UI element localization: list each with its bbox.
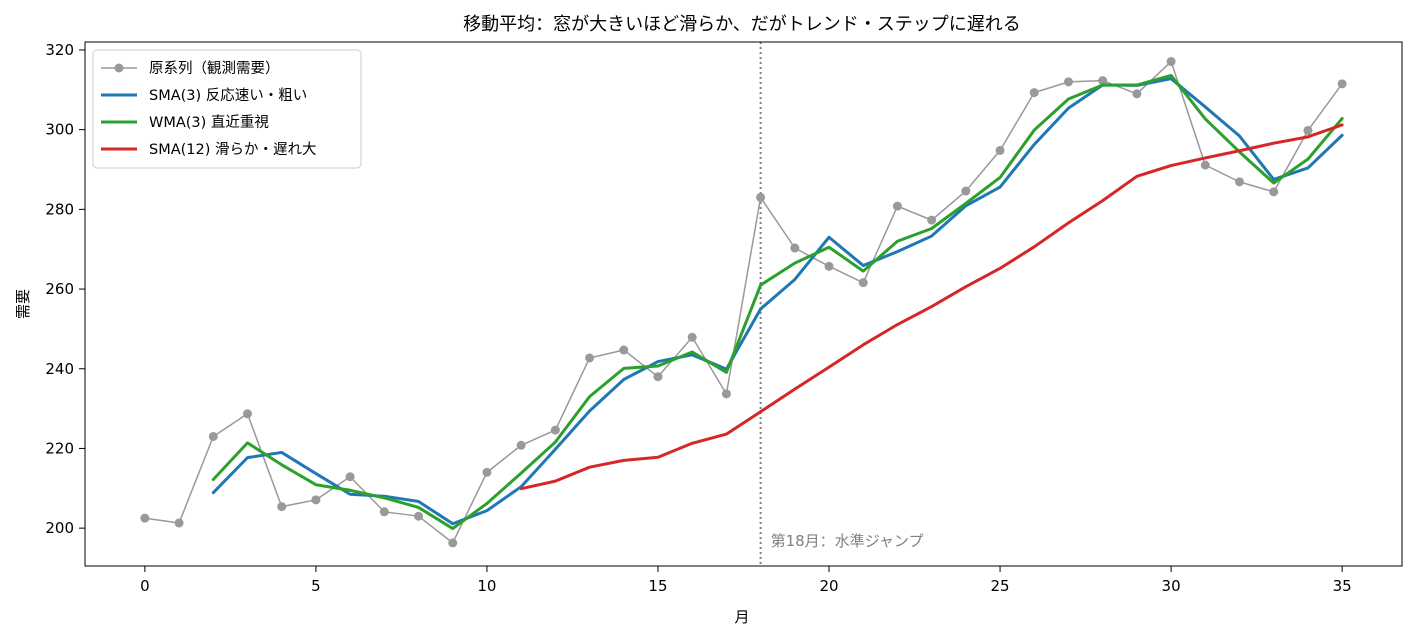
raw-data-point <box>1166 57 1176 67</box>
y-tick-label: 260 <box>45 280 74 298</box>
legend: 原系列（観測需要） SMA(3) 反応速い・粗い WMA(3) 直近重視 SMA(12… <box>92 49 362 169</box>
x-tick-label: 0 <box>140 577 150 595</box>
series-line-2 <box>211 73 1344 531</box>
y-axis-label: 需要 <box>14 289 32 319</box>
raw-data-point <box>585 353 595 363</box>
raw-data-point <box>721 389 731 399</box>
level-jump-annotation: 第18月：水準ジャンプ <box>771 532 924 550</box>
raw-data-point <box>1337 79 1347 89</box>
plot-frame <box>84 41 1403 567</box>
raw-data-point <box>1269 187 1279 197</box>
raw-data-point <box>379 507 389 517</box>
raw-data-point <box>892 201 902 211</box>
raw-data-point <box>1063 77 1073 87</box>
raw-data-point <box>961 186 971 196</box>
raw-data-point <box>414 511 424 521</box>
raw-data-point <box>858 278 868 288</box>
raw-data-point <box>995 145 1005 155</box>
raw-data-point <box>482 467 492 477</box>
series-line-1 <box>211 77 1344 526</box>
series-line-3 <box>519 123 1344 491</box>
raw-data-point <box>448 538 458 548</box>
x-tick-label: 15 <box>648 577 667 595</box>
legend-box <box>92 49 362 169</box>
x-axis: 0 5 10 15 20 25 30 35 <box>140 566 1352 595</box>
raw-data-point <box>208 431 218 441</box>
legend-label: 原系列（観測需要） <box>149 60 280 77</box>
raw-data-point <box>1132 89 1142 99</box>
x-tick-label: 10 <box>477 577 496 595</box>
raw-data-point <box>790 243 800 253</box>
y-tick-label: 220 <box>45 439 74 457</box>
raw-data-point <box>277 502 287 512</box>
y-tick-label: 200 <box>45 519 74 537</box>
x-tick-label: 30 <box>1162 577 1181 595</box>
raw-data-point <box>756 192 766 202</box>
x-tick-label: 20 <box>819 577 838 595</box>
raw-data-point <box>311 495 321 505</box>
raw-data-point <box>1303 125 1313 135</box>
y-tick-label: 320 <box>45 41 74 59</box>
legend-label: WMA(3) 直近重視 <box>149 114 269 131</box>
y-tick-label: 300 <box>45 121 74 139</box>
chart-title: 移動平均：窓が大きいほど滑らか、だがトレンド・ステップに遅れる <box>463 14 1021 35</box>
raw-data-point <box>1235 177 1245 187</box>
raw-data-point <box>653 372 663 382</box>
legend-label: SMA(12) 滑らか・遅れ大 <box>149 141 317 158</box>
y-tick-label: 280 <box>45 200 74 218</box>
raw-data-point <box>550 425 560 435</box>
y-axis: 200 220 240 260 280 300 320 <box>45 41 85 537</box>
raw-data-point <box>1098 76 1108 86</box>
x-tick-label: 5 <box>311 577 321 595</box>
raw-data-point <box>824 261 834 271</box>
x-axis-label: 月 <box>734 608 749 626</box>
raw-data-point <box>140 513 150 523</box>
raw-data-point <box>242 409 252 419</box>
raw-data-point <box>1029 88 1039 98</box>
x-tick-label: 35 <box>1333 577 1352 595</box>
raw-data-point <box>174 518 184 528</box>
raw-data-point <box>687 332 697 342</box>
raw-data-point <box>516 440 526 450</box>
plot-area: 第18月：水準ジャンプ <box>140 42 1347 566</box>
raw-data-point <box>1200 160 1210 170</box>
raw-data-point <box>619 345 629 355</box>
y-tick-label: 240 <box>45 360 74 378</box>
series-line-0 <box>144 60 1343 544</box>
raw-data-point <box>345 472 355 482</box>
legend-marker <box>114 63 124 73</box>
x-tick-label: 25 <box>991 577 1010 595</box>
raw-data-point <box>927 215 937 225</box>
legend-label: SMA(3) 反応速い・粗い <box>149 87 307 104</box>
